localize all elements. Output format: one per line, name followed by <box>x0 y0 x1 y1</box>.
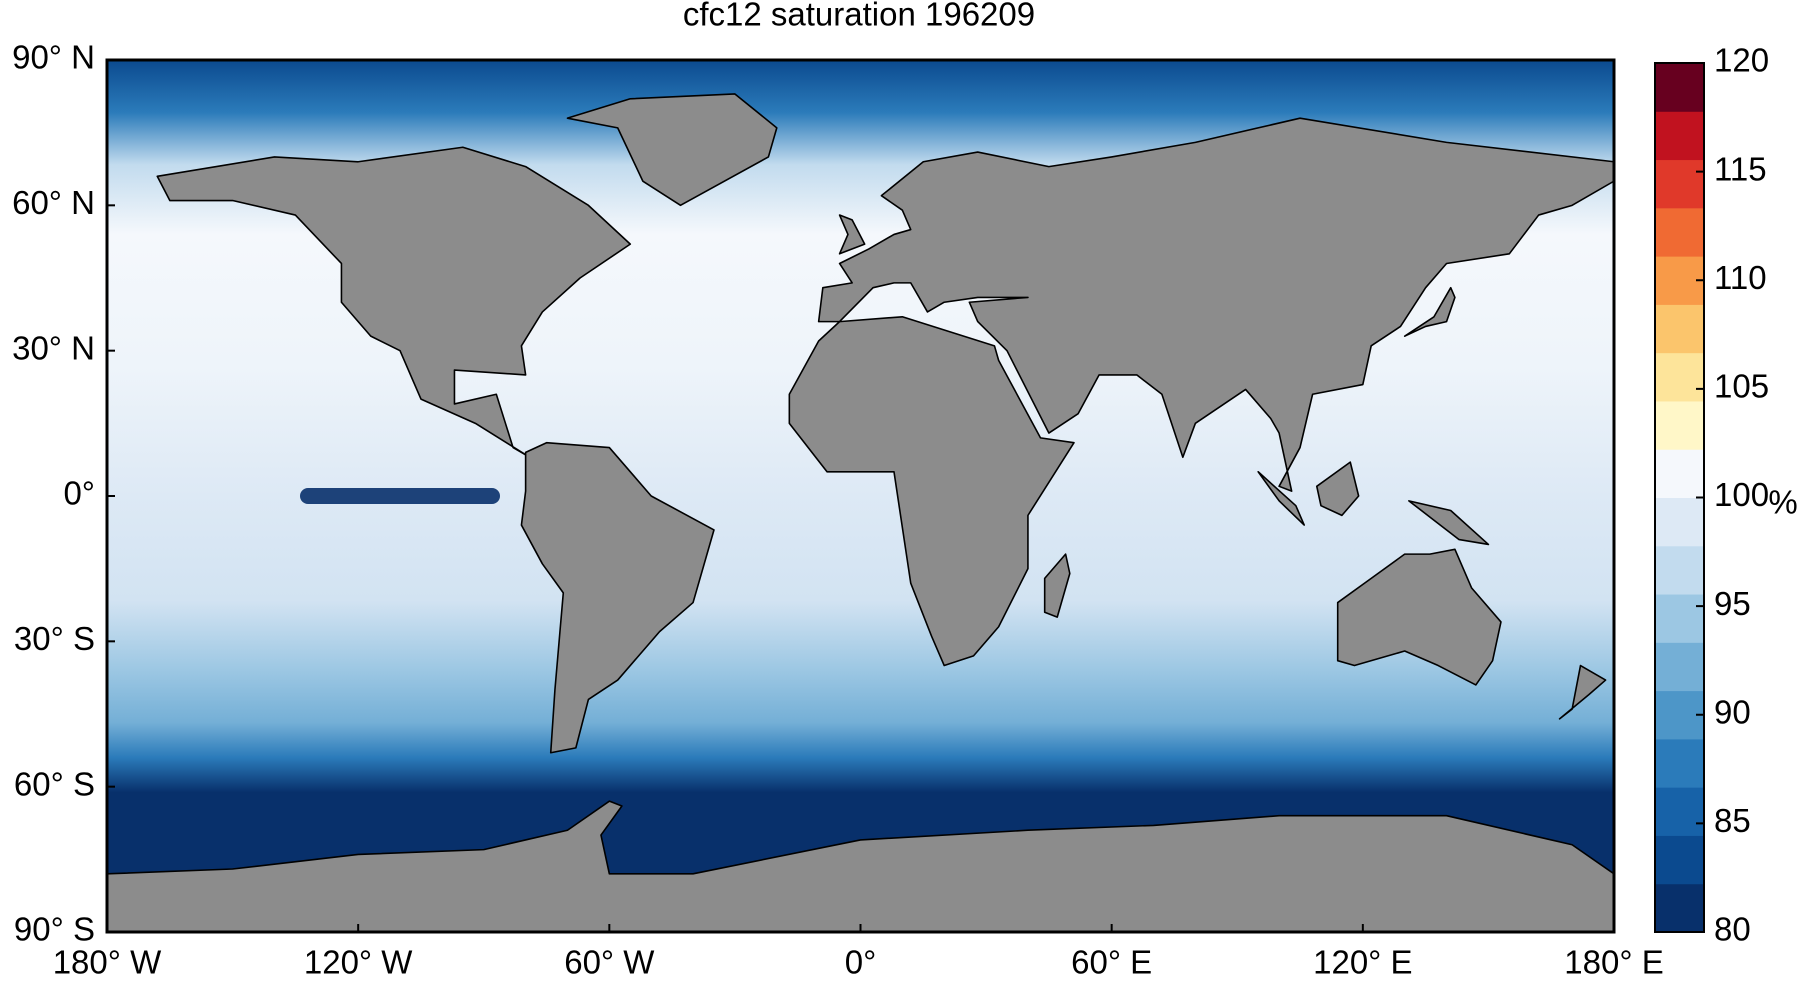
colorbar-tick-label: 110 <box>1714 259 1767 296</box>
colorbar-band <box>1655 642 1704 692</box>
colorbar-band <box>1655 352 1704 402</box>
britain <box>840 215 865 254</box>
antarctica <box>107 801 1614 932</box>
y-tick-label: 0° <box>63 475 95 512</box>
y-tick-label: 90° S <box>14 911 95 948</box>
y-tick-label: 30° N <box>12 329 95 366</box>
greenland <box>567 94 776 205</box>
borneo <box>1317 462 1359 515</box>
map-area <box>107 60 1614 932</box>
y-tick-label: 30° S <box>14 620 95 657</box>
colorbar-tick-label: 100 <box>1714 476 1769 513</box>
eurasia <box>819 118 1614 491</box>
x-tick-label: 180° E <box>1564 944 1663 981</box>
y-tick-label: 60° S <box>14 765 95 802</box>
japan <box>1405 288 1455 336</box>
colorbar-band <box>1655 159 1704 209</box>
x-tick-label: 120° E <box>1313 944 1412 981</box>
colorbar-tick-label: 85 <box>1714 802 1751 839</box>
colorbar-band <box>1655 304 1704 354</box>
y-tick-label: 90° N <box>12 39 95 76</box>
new-zealand <box>1560 666 1606 719</box>
north-america <box>157 147 630 457</box>
colorbar-band <box>1655 63 1704 112</box>
new-guinea <box>1409 501 1489 545</box>
colorbar-band <box>1655 497 1704 547</box>
colorbar-tick-label: 90 <box>1714 693 1751 730</box>
x-tick-label: 60° W <box>564 944 655 981</box>
colorbar-band <box>1655 787 1704 836</box>
colorbar-tick-label: 120 <box>1714 42 1769 79</box>
colorbar-band <box>1655 400 1704 450</box>
colorbar-band <box>1655 738 1704 788</box>
x-tick-label: 180° W <box>53 944 162 981</box>
x-tick-label: 120° W <box>304 944 413 981</box>
x-tick-label: 60° E <box>1071 944 1152 981</box>
colorbar-band <box>1655 835 1704 885</box>
colorbar-band <box>1655 883 1704 933</box>
colorbar-band <box>1655 111 1704 161</box>
colorbar-band <box>1655 690 1704 740</box>
africa <box>789 317 1074 666</box>
sumatra <box>1258 472 1304 525</box>
south-america <box>521 443 714 753</box>
x-tick-label: 0° <box>845 944 877 981</box>
colorbar-label: % <box>1768 484 1797 521</box>
colorbar-band <box>1655 594 1704 643</box>
australia <box>1338 549 1501 685</box>
colorbar-band <box>1655 207 1704 257</box>
madagascar <box>1045 554 1070 617</box>
colorbar-tick-label: 80 <box>1714 911 1751 948</box>
chart-title: cfc12 saturation 196209 <box>683 0 1035 33</box>
equatorial-band <box>300 488 500 504</box>
y-tick-label: 60° N <box>12 184 95 221</box>
colorbar-band <box>1655 256 1704 305</box>
colorbar-tick-label: 105 <box>1714 368 1769 405</box>
colorbar-band <box>1655 545 1704 595</box>
continents <box>107 94 1614 932</box>
colorbar-tick-label: 115 <box>1714 150 1767 187</box>
colorbar-tick-label: 95 <box>1714 585 1751 622</box>
colorbar-band <box>1655 449 1704 498</box>
